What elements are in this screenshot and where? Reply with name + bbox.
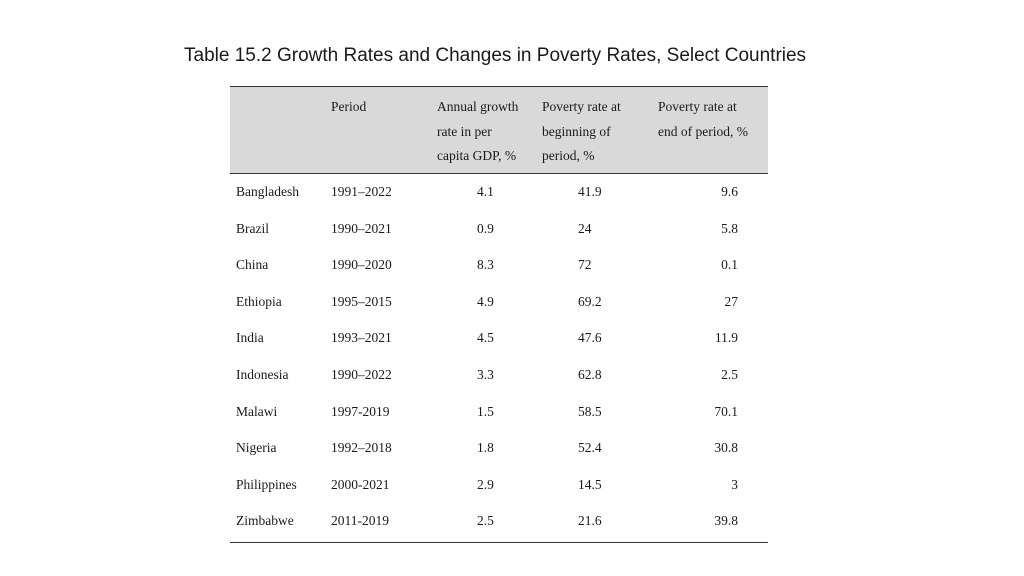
growth-cell: 1.8 — [477, 440, 494, 456]
period-cell: 1990–2020 — [331, 257, 392, 273]
growth-cell: 4.5 — [477, 330, 494, 346]
table-row: Malawi 1997-2019 1.5 58.5 70.1 — [230, 396, 768, 433]
header-poverty-end: Poverty rate at end of period, % — [658, 99, 748, 139]
country-cell: Nigeria — [236, 440, 277, 456]
country-cell: Indonesia — [236, 366, 289, 382]
country-cell: India — [236, 330, 264, 346]
table-bottom-rule — [230, 541, 768, 543]
growth-cell: 8.3 — [477, 257, 494, 273]
poverty-end-cell: 30.8 — [714, 440, 738, 456]
poverty-begin-cell: 24 — [578, 220, 592, 236]
header-poverty-begin: Poverty rate at beginning of period, % — [542, 99, 621, 163]
poverty-begin-cell: 14.5 — [578, 476, 602, 492]
period-cell: 1993–2021 — [331, 330, 392, 346]
poverty-end-cell: 70.1 — [714, 403, 738, 419]
poverty-end-cell: 9.6 — [721, 184, 738, 199]
poverty-begin-cell: 62.8 — [578, 366, 602, 382]
table-header: Period Annual growth rate in per capita … — [230, 86, 768, 174]
period-cell: 1995–2015 — [331, 293, 392, 309]
poverty-begin-cell: 72 — [578, 257, 592, 273]
table-row: Bangladesh 1991–2022 4.1 41.9 9.6 — [230, 176, 768, 213]
growth-cell: 1.5 — [477, 403, 494, 419]
poverty-table: Period Annual growth rate in per capita … — [230, 86, 768, 543]
country-cell: Ethiopia — [236, 293, 282, 309]
poverty-end-cell: 0.1 — [721, 257, 738, 273]
country-cell: Bangladesh — [236, 184, 299, 199]
growth-cell: 4.1 — [477, 184, 494, 199]
table-row: China 1990–2020 8.3 72 0.1 — [230, 249, 768, 286]
period-cell: 1990–2021 — [331, 220, 392, 236]
country-cell: Zimbabwe — [236, 513, 294, 529]
table-row: India 1993–2021 4.5 47.6 11.9 — [230, 322, 768, 359]
poverty-begin-cell: 21.6 — [578, 513, 602, 529]
poverty-end-cell: 5.8 — [721, 220, 738, 236]
growth-cell: 2.9 — [477, 476, 494, 492]
table-row: Zimbabwe 2011-2019 2.5 21.6 39.8 — [230, 505, 768, 542]
poverty-end-cell: 2.5 — [721, 366, 738, 382]
growth-cell: 3.3 — [477, 366, 494, 382]
header-period: Period — [331, 99, 367, 114]
poverty-begin-cell: 41.9 — [578, 184, 602, 199]
period-cell: 1997-2019 — [331, 403, 390, 419]
poverty-begin-cell: 69.2 — [578, 293, 602, 309]
table-row: Brazil 1990–2021 0.9 24 5.8 — [230, 213, 768, 250]
table-row: Indonesia 1990–2022 3.3 62.8 2.5 — [230, 359, 768, 396]
growth-cell: 2.5 — [477, 513, 494, 529]
period-cell: 2000-2021 — [331, 476, 390, 492]
growth-cell: 4.9 — [477, 293, 494, 309]
header-growth: Annual growth rate in per capita GDP, % — [437, 99, 519, 163]
table-row: Philippines 2000-2021 2.9 14.5 3 — [230, 469, 768, 506]
table-row: Ethiopia 1995–2015 4.9 69.2 27 — [230, 286, 768, 323]
poverty-end-cell: 39.8 — [714, 513, 738, 529]
country-cell: Brazil — [236, 220, 269, 236]
country-cell: Philippines — [236, 476, 297, 492]
poverty-begin-cell: 47.6 — [578, 330, 602, 346]
period-cell: 1991–2022 — [331, 184, 392, 199]
table-body: Bangladesh 1991–2022 4.1 41.9 9.6 Brazil 1990–… — [230, 174, 768, 542]
table-title: Table 15.2 Growth Rates and Changes in P… — [184, 45, 807, 66]
growth-cell: 0.9 — [477, 220, 494, 236]
poverty-end-cell: 3 — [731, 476, 738, 492]
period-cell: 2011-2019 — [331, 513, 389, 529]
country-cell: China — [236, 257, 269, 273]
poverty-begin-cell: 58.5 — [578, 403, 602, 419]
period-cell: 1992–2018 — [331, 440, 392, 456]
poverty-begin-cell: 52.4 — [578, 440, 602, 456]
table-row: Nigeria 1992–2018 1.8 52.4 30.8 — [230, 432, 768, 469]
poverty-end-cell: 11.9 — [714, 330, 738, 346]
period-cell: 1990–2022 — [331, 366, 392, 382]
country-cell: Malawi — [236, 403, 278, 419]
poverty-end-cell: 27 — [724, 293, 739, 309]
